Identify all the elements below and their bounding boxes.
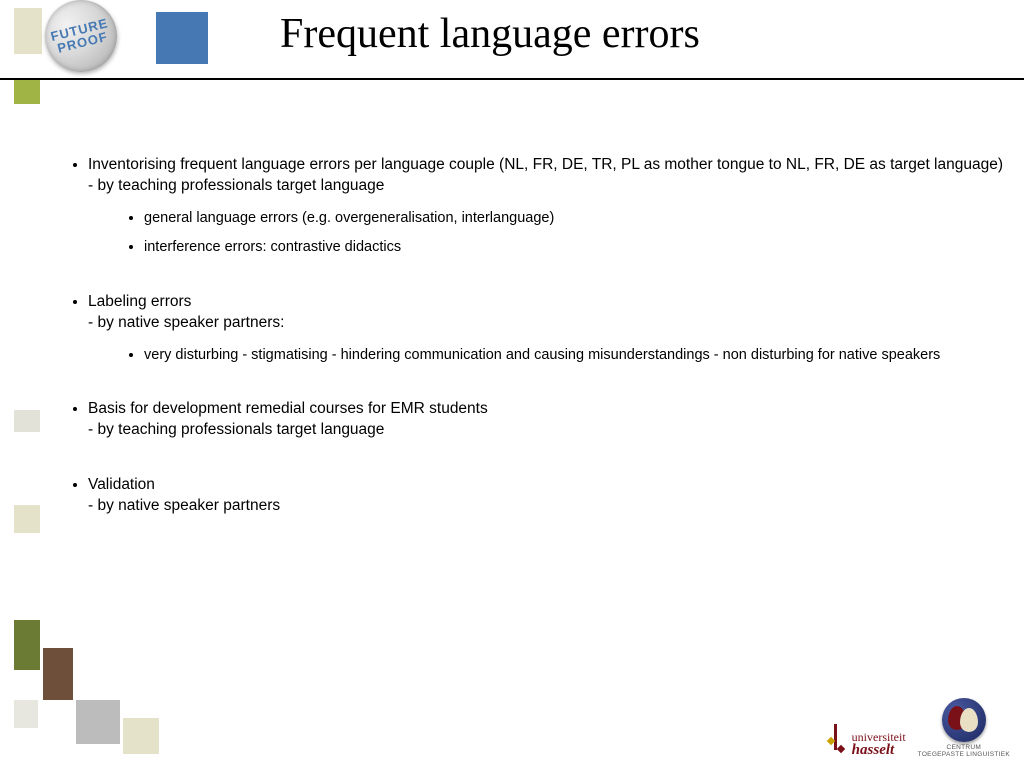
universiteit-hasselt-logo-icon: universiteit hasselt: [828, 724, 906, 758]
deco-square-grey-mid: [14, 410, 40, 432]
sub-bullet-interference: interference errors: contrastive didacti…: [144, 238, 1004, 258]
sub-bullet-general-errors: general language errors (e.g. overgenera…: [144, 209, 1004, 229]
ctl-text: CENTRUM TOEGEPASTE LINGUISTIEK: [918, 744, 1010, 758]
bullet-validation: Validation - by native speaker partners: [88, 475, 1004, 517]
ctl-faces-icon: [942, 698, 986, 742]
bullet-text: Validation - by native speaker partners: [88, 476, 280, 514]
deco-square-grey-small: [14, 700, 38, 728]
ctl-logo: CENTRUM TOEGEPASTE LINGUISTIEK: [918, 698, 1010, 758]
bullet-text: Labeling errors - by native speaker part…: [88, 293, 284, 331]
uni-line2: hasselt: [852, 742, 895, 758]
futureproof-badge-icon: FUTURE PROOF: [37, 0, 124, 80]
bullet-text: Basis for development remedial courses f…: [88, 400, 488, 438]
uni-text: universiteit hasselt: [852, 731, 906, 758]
slide-title: Frequent language errors: [280, 10, 700, 58]
title-bar: FUTURE PROOF Frequent language errors: [0, 0, 1024, 80]
deco-square-grey-bottom: [76, 700, 120, 744]
deco-square-green: [14, 78, 40, 104]
bullet-basis: Basis for development remedial courses f…: [88, 399, 1004, 441]
deco-square-beige-mid: [14, 505, 40, 533]
bullet-inventorising: Inventorising frequent language errors p…: [88, 155, 1004, 258]
content-area: Inventorising frequent language errors p…: [60, 155, 1004, 551]
deco-square-olive: [14, 620, 40, 670]
bullet-text: Inventorising frequent language errors p…: [88, 156, 1003, 194]
uni-mark-icon: [828, 724, 846, 758]
bullet-labeling: Labeling errors - by native speaker part…: [88, 292, 1004, 365]
sub-bullet-disturbing: very disturbing - stigmatising - hinderi…: [144, 346, 1004, 366]
deco-square-brown: [43, 648, 73, 700]
footer-logos: universiteit hasselt CENTRUM TOEGEPASTE …: [828, 698, 1010, 758]
deco-square-beige-bottom: [123, 718, 159, 754]
